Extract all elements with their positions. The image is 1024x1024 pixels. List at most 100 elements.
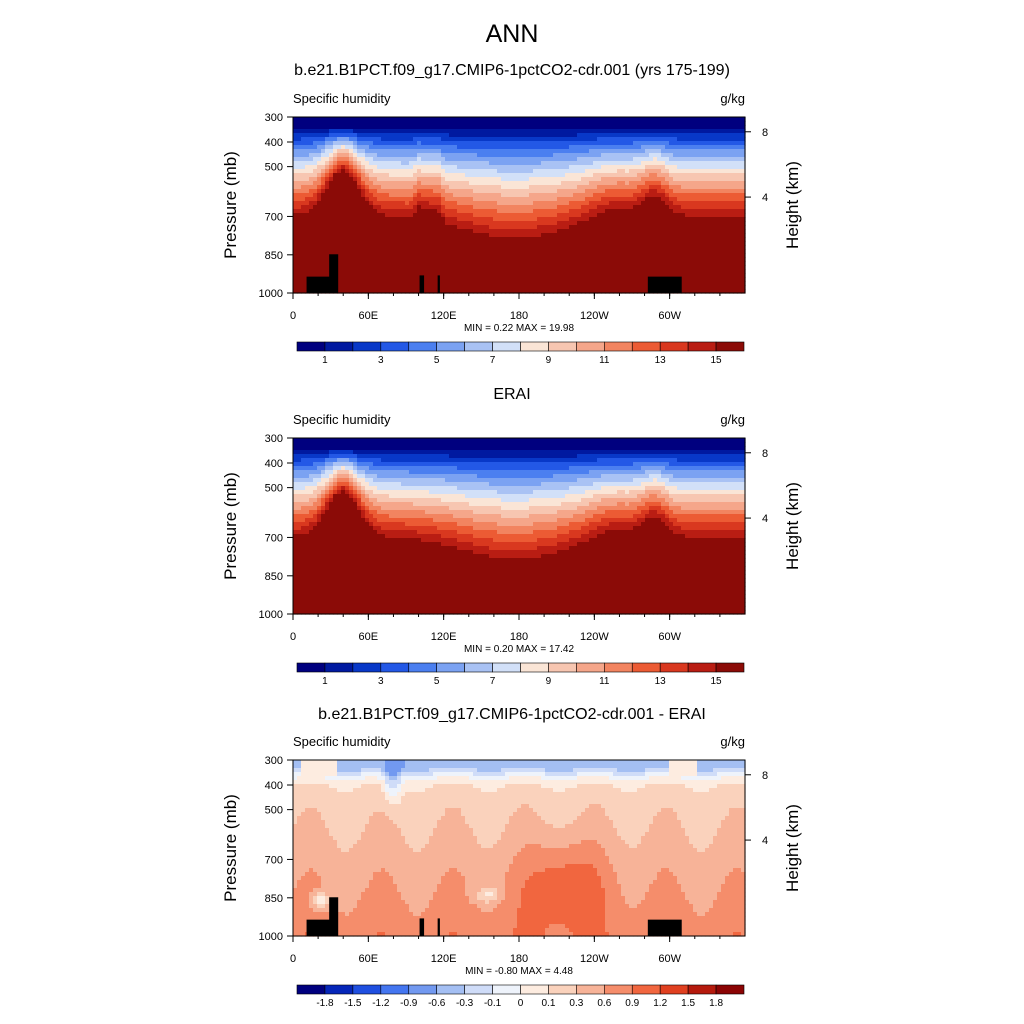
colorbar-swatch	[604, 663, 632, 672]
colorbar-label: 9	[546, 355, 552, 366]
colorbar-swatch	[548, 663, 576, 672]
colorbar-label: 0.3	[569, 998, 583, 1009]
y2-tick-label: 4	[762, 513, 768, 525]
colorbar: -1.8 -1.5 -1.2 -0.9 -0.6 -0.3 -0.1 0 0.1 0.3 0.6 0.…	[297, 985, 744, 1009]
colorbar-label: 3	[378, 355, 384, 366]
colorbar-swatch	[576, 663, 604, 672]
x-tick-label: 180	[510, 631, 528, 643]
colorbar-label: -0.6	[428, 998, 446, 1009]
y-tick-label: 700	[265, 532, 283, 544]
colorbar-swatch	[437, 985, 465, 994]
x-tick-label: 120E	[431, 631, 457, 643]
colorbar-swatch	[716, 342, 744, 351]
colorbar-swatch	[521, 985, 549, 994]
colorbar-label: 1	[322, 676, 328, 687]
colorbar-label: 1	[322, 355, 328, 366]
colorbar-swatch	[437, 663, 465, 672]
colorbar: 1 3 5 7 9 11 13 15	[297, 342, 744, 366]
colorbar-label: 1.5	[681, 998, 695, 1009]
x-tick-label: 0	[290, 953, 296, 965]
colorbar-label: 13	[655, 355, 667, 366]
colorbar-label: 15	[711, 676, 723, 687]
colorbar-label: 1.2	[653, 998, 667, 1009]
x-tick-label: 120E	[431, 953, 457, 965]
colorbar-swatch	[465, 663, 493, 672]
colorbar-swatch	[409, 663, 437, 672]
y-tick-label: 700	[265, 211, 283, 223]
colorbar-label: 5	[434, 676, 440, 687]
chart-panel-1: Specific humidity g/kg3004005007008501000…	[221, 91, 802, 366]
chart-panel-3: Specific humidity g/kg3004005007008501000…	[221, 734, 802, 1009]
y-tick-label: 400	[265, 458, 283, 470]
x-tick-label: 120E	[431, 310, 457, 322]
y-tick-label: 400	[265, 137, 283, 149]
colorbar-label: 0.6	[597, 998, 611, 1009]
units-label: g/kg	[720, 734, 745, 749]
y-tick-label: 850	[265, 571, 283, 583]
colorbar-swatch	[353, 663, 381, 672]
x-tick-label: 120W	[580, 953, 609, 965]
colorbar-label: 1.8	[709, 998, 723, 1009]
colorbar-label: 5	[434, 355, 440, 366]
colorbar-swatch	[660, 985, 688, 994]
contour-field	[293, 117, 746, 294]
colorbar-swatch	[325, 663, 353, 672]
colorbar-label: -0.3	[456, 998, 474, 1009]
x-tick-label: 60W	[658, 631, 681, 643]
x-tick-label: 60W	[658, 310, 681, 322]
colorbar-swatch	[297, 663, 325, 672]
y2-tick-label: 8	[762, 770, 768, 782]
y2-tick-label: 8	[762, 127, 768, 139]
contour-field	[293, 760, 746, 937]
min-max-stats: MIN = -0.80 MAX = 4.48	[465, 966, 573, 977]
x-tick-label: 0	[290, 310, 296, 322]
colorbar-swatch	[688, 985, 716, 994]
x-tick-label: 60E	[359, 631, 379, 643]
colorbar: 1 3 5 7 9 11 13 15	[297, 663, 744, 687]
units-label: g/kg	[720, 91, 745, 106]
colorbar-swatch	[548, 985, 576, 994]
colorbar-swatch	[493, 342, 521, 351]
x-tick-label: 120W	[580, 310, 609, 322]
colorbar-swatch	[409, 985, 437, 994]
colorbar-swatch	[688, 342, 716, 351]
colorbar-swatch	[632, 985, 660, 994]
x-tick-label: 0	[290, 631, 296, 643]
colorbar-swatch	[604, 985, 632, 994]
colorbar-label: 11	[599, 355, 610, 366]
y-tick-label: 1000	[259, 609, 283, 621]
colorbar-label: 9	[546, 676, 552, 687]
colorbar-label: 13	[655, 676, 667, 687]
colorbar-label: 0.1	[541, 998, 555, 1009]
colorbar-swatch	[353, 342, 381, 351]
y2-tick-label: 4	[762, 835, 768, 847]
colorbar-swatch	[521, 342, 549, 351]
colorbar-swatch	[632, 663, 660, 672]
colorbar-label: -0.1	[484, 998, 502, 1009]
colorbar-label: 0.9	[625, 998, 639, 1009]
colorbar-swatch	[381, 342, 409, 351]
y-tick-label: 850	[265, 250, 283, 262]
x-tick-label: 60E	[359, 953, 379, 965]
colorbar-swatch	[521, 663, 549, 672]
y2-tick-label: 8	[762, 448, 768, 460]
colorbar-swatch	[632, 342, 660, 351]
colorbar-swatch	[493, 985, 521, 994]
colorbar-label: 7	[490, 676, 496, 687]
x-tick-label: 60W	[658, 953, 681, 965]
y-tick-label: 300	[265, 112, 283, 124]
y-axis-title: Pressure (mb)	[221, 151, 240, 259]
contour-field	[293, 438, 746, 615]
x-tick-label: 180	[510, 310, 528, 322]
y2-tick-label: 4	[762, 192, 768, 204]
colorbar-swatch	[688, 663, 716, 672]
colorbar-label: 15	[711, 355, 723, 366]
y2-axis-title: Height (km)	[783, 482, 802, 570]
x-tick-label: 120W	[580, 631, 609, 643]
colorbar-label: -1.8	[316, 998, 334, 1009]
variable-label: Specific humidity	[293, 91, 391, 106]
colorbar-swatch	[576, 342, 604, 351]
colorbar-swatch	[325, 342, 353, 351]
colorbar-swatch	[548, 342, 576, 351]
